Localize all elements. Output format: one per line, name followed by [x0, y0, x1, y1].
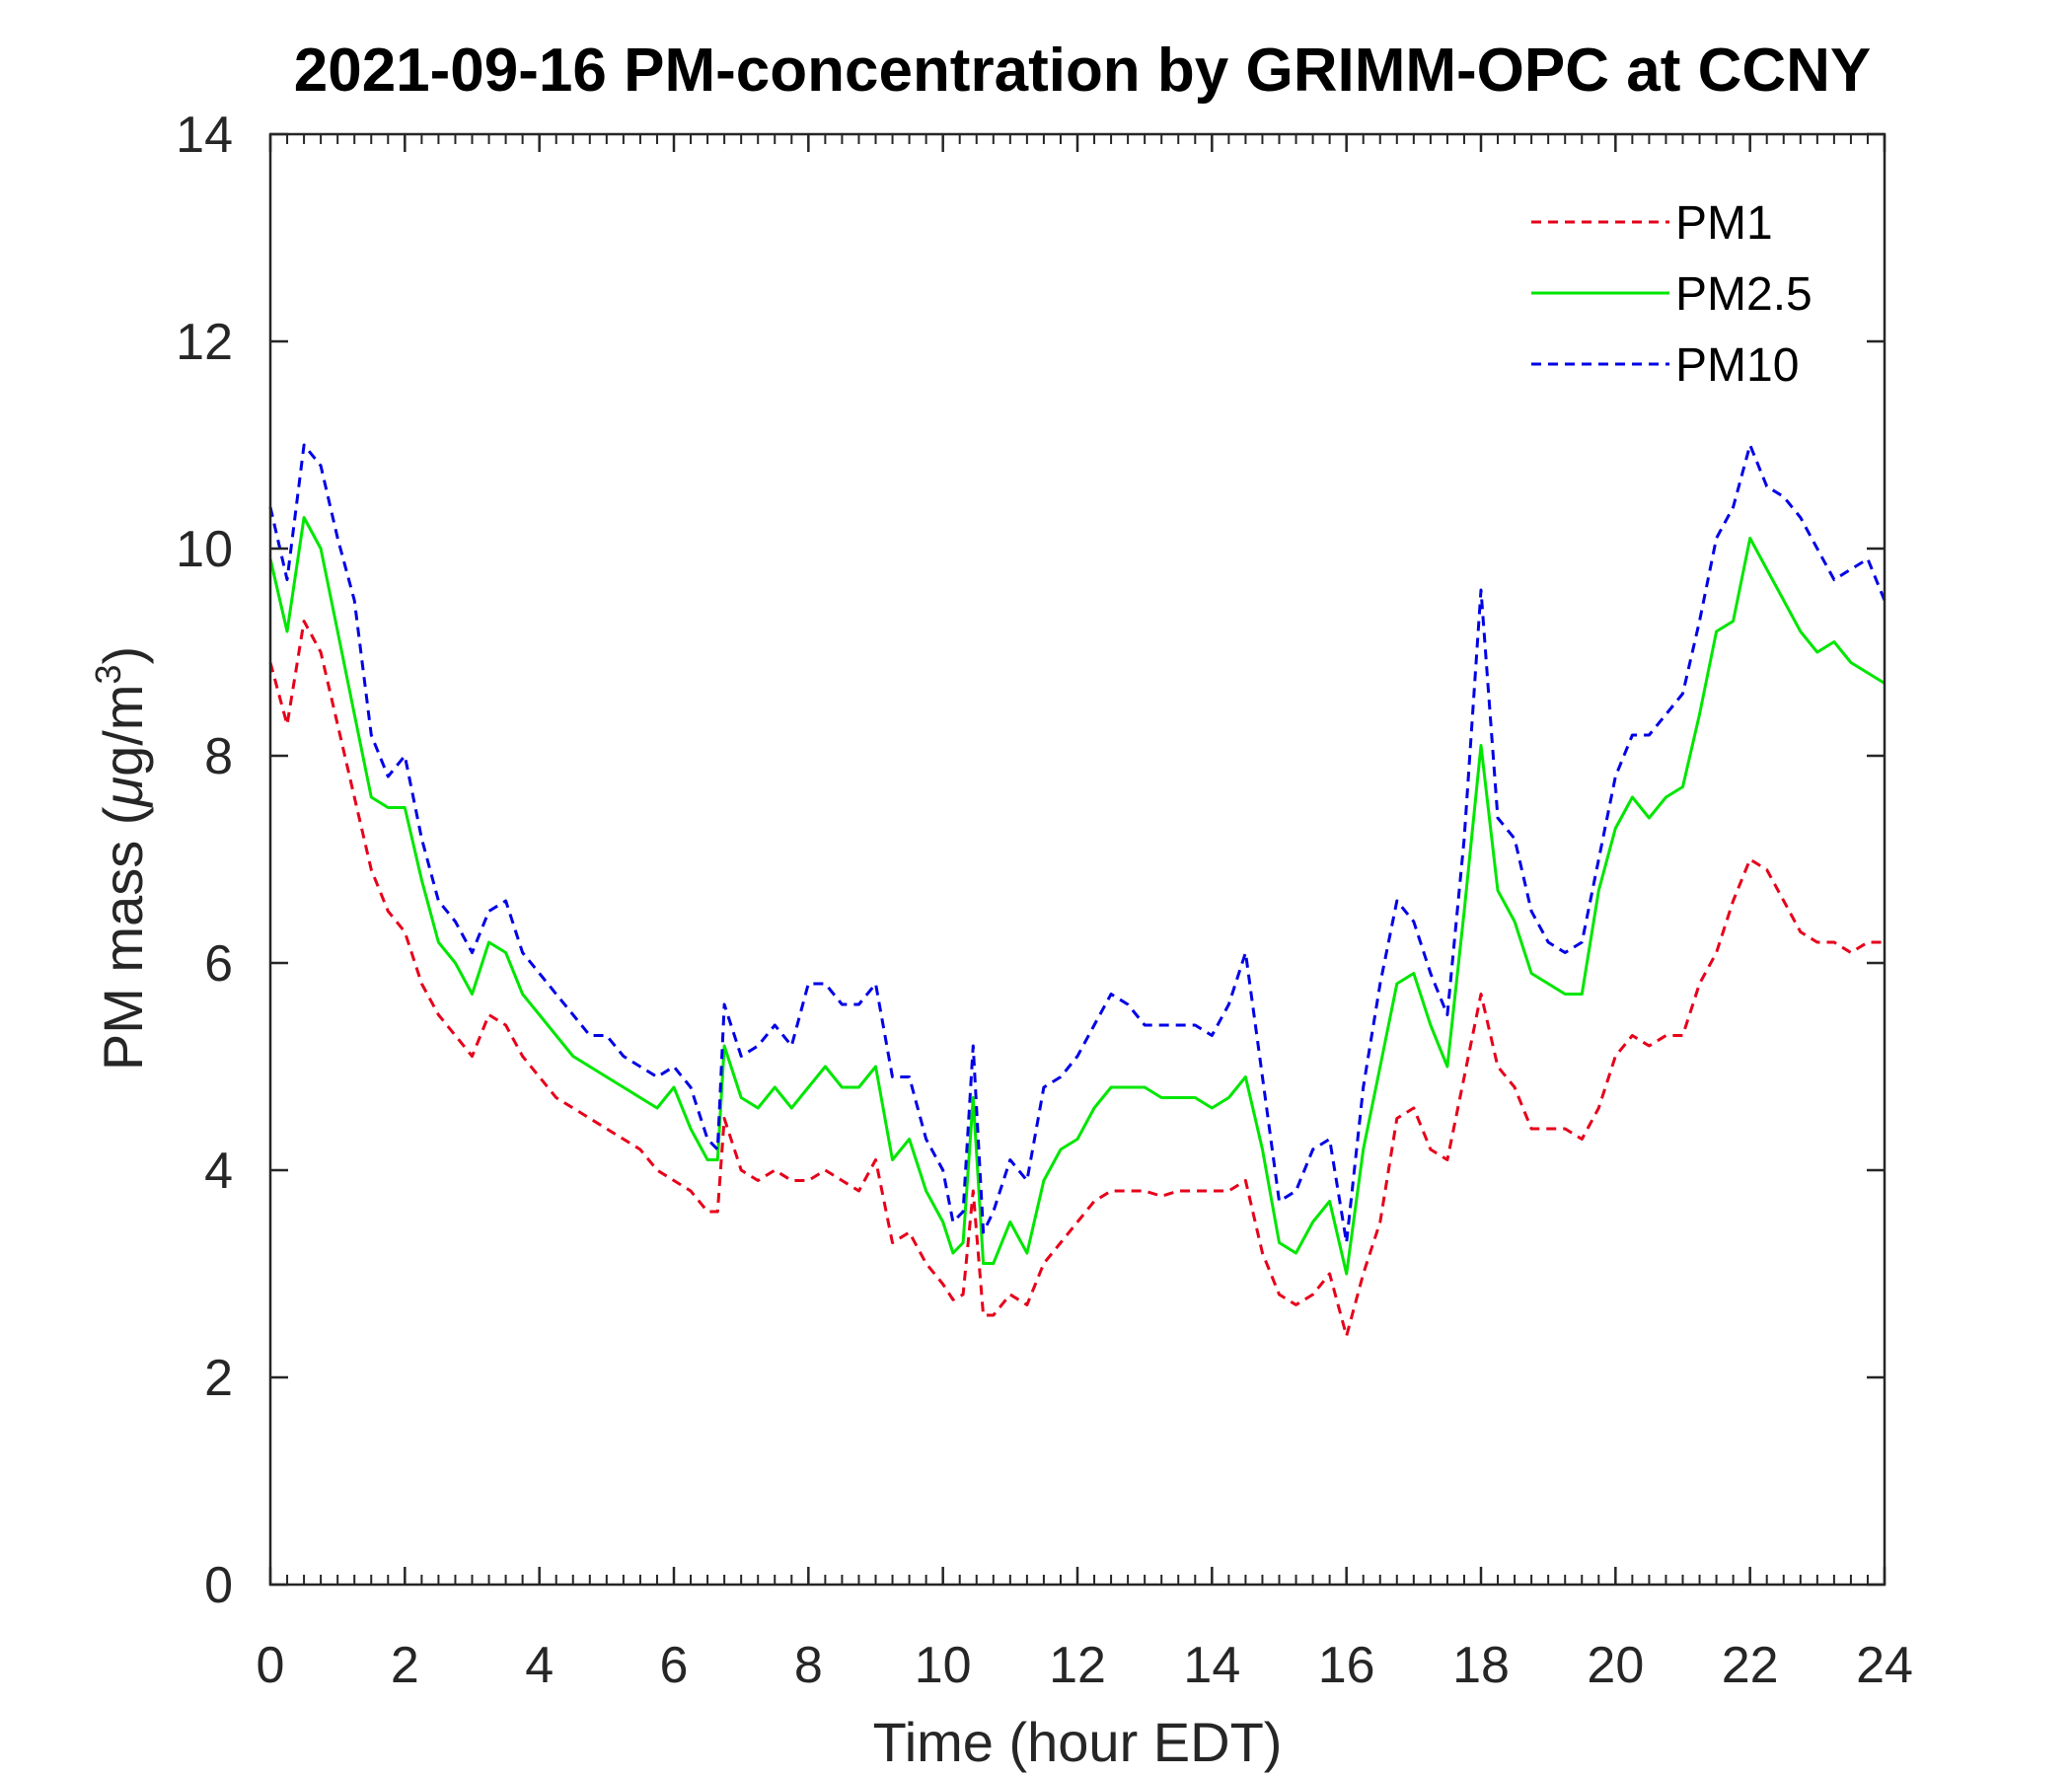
y-axis-label: PM mass (μg/m3) [88, 646, 154, 1071]
x-tick-label: 0 [257, 1637, 285, 1694]
y-axis-label-mu: μ [92, 777, 154, 809]
y-tick-label: 2 [204, 1350, 233, 1407]
plot-area [270, 134, 1885, 1585]
x-tick-labels: 0 2 4 6 8 10 12 14 16 18 20 22 24 [257, 1637, 1913, 1694]
y-axis-label-superscript: 3 [88, 665, 128, 685]
y-tick-label: 12 [176, 314, 233, 371]
x-tick-label: 14 [1183, 1637, 1240, 1694]
legend-label-pm10: PM10 [1675, 339, 1799, 392]
series-layer [268, 443, 1887, 1338]
y-axis-label-close: ) [92, 646, 154, 665]
y-tick-label: 8 [204, 728, 233, 785]
legend-label-pm25: PM2.5 [1675, 268, 1813, 321]
y-axis-label-text: PM mass ( [92, 806, 154, 1071]
legend: PM1 PM2.5 PM10 [1531, 197, 1813, 392]
y-tick-label: 0 [204, 1557, 233, 1614]
series-line-pm1 [268, 620, 1885, 1338]
x-tick-label: 4 [525, 1637, 554, 1694]
x-tick-label: 8 [794, 1637, 823, 1694]
x-tick-label: 16 [1318, 1637, 1375, 1694]
x-tick-label: 24 [1856, 1637, 1913, 1694]
x-tick-label: 20 [1587, 1637, 1644, 1694]
x-tick-label: 6 [660, 1637, 689, 1694]
x-tick-label: 2 [391, 1637, 419, 1694]
x-tick-label: 12 [1049, 1637, 1106, 1694]
y-tick-label: 4 [204, 1143, 233, 1200]
y-tick-labels: 0 2 4 6 8 10 12 14 [176, 107, 233, 1614]
y-tick-label: 14 [176, 107, 233, 164]
y-tick-label: 6 [204, 935, 233, 993]
x-tick-label: 10 [915, 1637, 972, 1694]
y-tick-label: 10 [176, 521, 233, 578]
x-axis-label: Time (hour EDT) [873, 1711, 1283, 1773]
legend-label-pm1: PM1 [1675, 197, 1773, 250]
chart-title: 2021-09-16 PM-concentration by GRIMM-OPC… [294, 37, 1872, 105]
major-tick-layer [268, 132, 1887, 1587]
series-line-pm25 [268, 516, 1886, 1276]
x-tick-label: 22 [1722, 1637, 1779, 1694]
y-axis-label-unit: g/m [92, 685, 154, 777]
x-tick-label: 18 [1452, 1637, 1510, 1694]
series-line-pm10 [268, 443, 1887, 1244]
